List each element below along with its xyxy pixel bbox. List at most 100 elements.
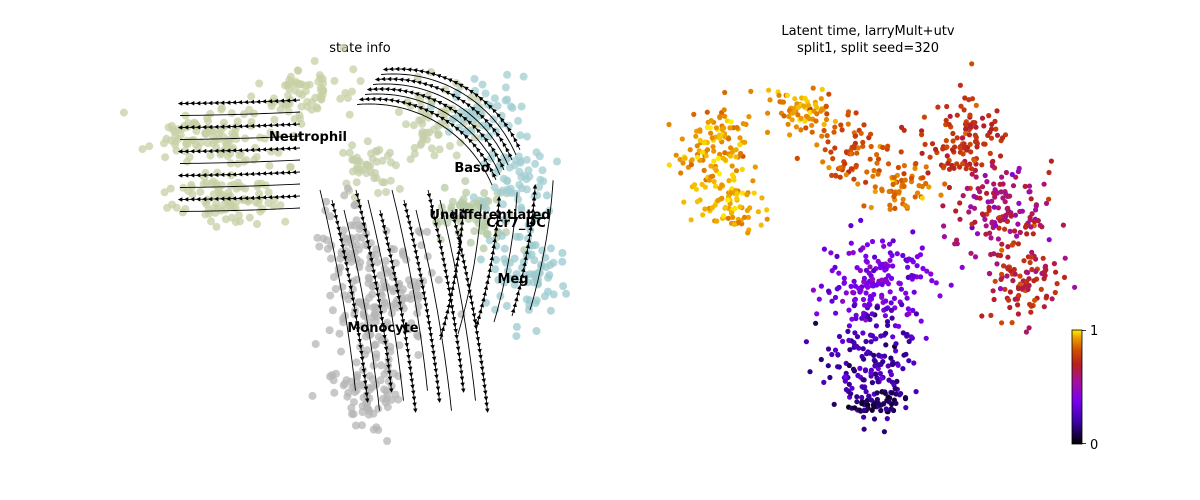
cell-point	[369, 409, 378, 418]
cell-point	[941, 223, 947, 229]
cell-point	[901, 171, 907, 177]
cell-point	[380, 385, 389, 394]
cell-point	[819, 133, 825, 139]
cell-point	[713, 168, 720, 174]
cell-point	[865, 405, 871, 411]
cell-point	[994, 261, 1000, 267]
cell-point	[861, 426, 867, 432]
cell-point	[706, 177, 712, 183]
cell-point	[679, 136, 685, 142]
streamline	[529, 180, 554, 311]
cell-point	[512, 332, 521, 341]
cell-point	[838, 122, 844, 128]
cell-point	[352, 358, 361, 367]
cell-point	[544, 287, 552, 296]
cell-point	[1026, 282, 1032, 289]
cell-point	[868, 370, 874, 376]
cell-point	[992, 118, 998, 124]
cell-point	[217, 181, 226, 190]
cell-point	[374, 189, 383, 197]
cell-point	[979, 211, 986, 217]
cell-point	[882, 390, 888, 396]
cell-point	[445, 127, 453, 136]
cell-point	[944, 103, 950, 110]
cell-point	[381, 257, 390, 265]
cell-point	[946, 184, 953, 191]
cell-point	[823, 116, 830, 123]
cell-point	[739, 166, 745, 172]
cell-point	[836, 270, 842, 276]
cell-point	[789, 117, 795, 123]
cell-point	[787, 132, 793, 138]
cell-point	[711, 148, 717, 154]
cell-point	[232, 135, 241, 143]
cell-point	[901, 183, 907, 189]
cell-point	[523, 132, 531, 141]
cell-point	[267, 98, 276, 107]
cell-point	[888, 307, 895, 313]
cell-point	[845, 109, 852, 115]
cell-point	[247, 92, 256, 101]
cell-point	[553, 157, 561, 166]
cell-point	[829, 298, 835, 304]
cell-point	[365, 275, 374, 283]
cell-point	[888, 406, 894, 412]
cell-point	[996, 225, 1002, 231]
cell-point	[929, 278, 935, 284]
cell-point	[1032, 297, 1038, 303]
cell-point	[923, 335, 929, 341]
cell-point	[852, 133, 858, 139]
cell-point	[498, 231, 506, 240]
cell-point	[737, 142, 743, 148]
cell-point	[1005, 297, 1012, 303]
cell-point	[919, 132, 925, 138]
cell-point	[999, 271, 1005, 277]
cell-point	[901, 352, 907, 358]
cell-point	[1012, 212, 1019, 218]
cell-point	[544, 273, 553, 282]
cell-point	[790, 110, 796, 116]
cell-point	[893, 400, 899, 406]
cell-point	[746, 114, 752, 120]
cell-point	[846, 381, 852, 387]
cell-point	[339, 43, 348, 52]
cell-point	[886, 188, 892, 195]
cell-point	[692, 182, 698, 188]
cell-point	[995, 236, 1002, 242]
cell-point	[832, 347, 839, 353]
cell-point	[865, 313, 871, 319]
cell-point	[229, 202, 237, 211]
cell-point	[999, 135, 1006, 141]
cell-point	[868, 204, 874, 211]
cell-point	[868, 143, 874, 150]
cell-point	[940, 146, 946, 152]
cell-point	[373, 258, 382, 267]
cell-point	[904, 333, 910, 339]
cell-point	[954, 241, 960, 247]
cell-point	[722, 113, 728, 119]
cell-point	[885, 281, 892, 287]
cell-point	[834, 253, 840, 259]
cell-point	[860, 139, 866, 145]
cell-point	[253, 220, 261, 228]
cell-point	[704, 124, 710, 131]
cell-point	[997, 286, 1004, 292]
cell-point	[717, 114, 723, 120]
cell-point	[532, 148, 541, 157]
cell-point	[163, 203, 172, 212]
cell-point	[196, 187, 205, 196]
cell-point	[726, 136, 732, 142]
cell-point	[236, 149, 245, 158]
latent-time-points	[666, 61, 1078, 435]
cell-point	[969, 96, 976, 102]
cell-point	[310, 57, 319, 65]
cell-point	[875, 258, 881, 264]
cell-point	[950, 138, 956, 144]
cell-point	[759, 195, 765, 201]
cell-point	[991, 204, 997, 210]
cell-point	[1026, 325, 1032, 331]
cell-point	[1046, 169, 1052, 176]
cell-point	[729, 163, 735, 169]
cell-point	[358, 421, 366, 430]
cell-point	[1005, 244, 1011, 250]
